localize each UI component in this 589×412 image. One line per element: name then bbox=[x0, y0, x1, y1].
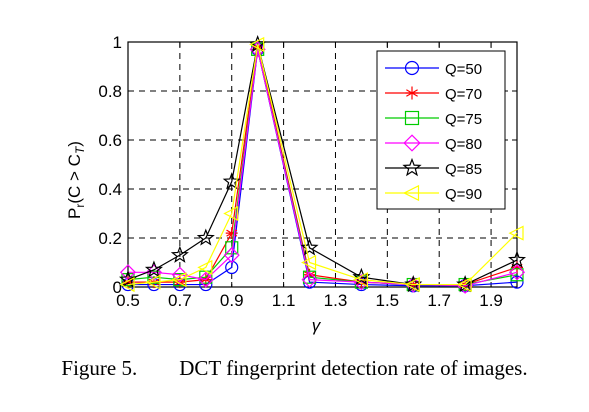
legend-label: Q=50 bbox=[445, 61, 482, 78]
data-point bbox=[508, 225, 524, 241]
data-point bbox=[456, 276, 472, 293]
legend: Q=50 Q=70 Q=75 Q=80 Q=85 Q=90 bbox=[376, 50, 506, 210]
legend-box bbox=[376, 50, 506, 210]
x-tick-label: 0.7 bbox=[168, 291, 192, 310]
data-point bbox=[225, 260, 239, 274]
legend-entry: Q=85 bbox=[385, 157, 482, 178]
x-tick-label: 1.7 bbox=[427, 291, 451, 310]
legend-marker bbox=[403, 134, 421, 152]
data-point bbox=[119, 276, 135, 293]
data-point bbox=[118, 270, 138, 288]
axes-layer: 0.5 0.7 0.9 1.1 1.3 1.5 1.7 1.9 0 0.2 0.4 0.6 0.8 1 bbox=[98, 33, 518, 310]
x-tick-label: 1.3 bbox=[324, 291, 348, 310]
data-point bbox=[302, 270, 317, 284]
data-point bbox=[223, 205, 239, 222]
legend-entry: Q=75 bbox=[385, 110, 482, 128]
data-point bbox=[170, 245, 189, 263]
legend-entry: Q=70 bbox=[385, 86, 482, 103]
legend-label: Q=70 bbox=[445, 86, 482, 103]
figure-caption: Figure 5. DCT fingerprint detection rate… bbox=[0, 356, 589, 381]
data-point bbox=[508, 264, 526, 281]
data-point bbox=[301, 271, 318, 288]
legend-marker bbox=[404, 110, 420, 126]
y-tick-label: 1 bbox=[113, 33, 122, 52]
data-point bbox=[249, 41, 266, 58]
data-point bbox=[404, 276, 420, 293]
series-q-90 bbox=[119, 36, 524, 293]
data-point bbox=[249, 36, 265, 53]
data-point bbox=[225, 227, 238, 240]
legend-label: Q=90 bbox=[445, 186, 482, 203]
caption-text: DCT fingerprint detection rate of images… bbox=[179, 356, 528, 380]
data-point bbox=[300, 254, 317, 271]
detection-rate-chart: 0.5 0.7 0.9 1.1 1.3 1.5 1.7 1.9 0 0.2 0.4 0.6 0.8 1 Q… bbox=[65, 33, 527, 335]
data-point bbox=[507, 250, 527, 268]
legend-marker bbox=[405, 86, 419, 100]
data-point bbox=[196, 228, 215, 246]
legend-label: Q=80 bbox=[445, 136, 482, 153]
y-tick-label: 0.6 bbox=[98, 131, 122, 150]
data-point bbox=[144, 260, 163, 278]
x-tick-label: 0.9 bbox=[220, 291, 244, 310]
y-tick-label: 0.2 bbox=[98, 229, 122, 248]
legend-marker bbox=[404, 60, 420, 76]
data-point bbox=[122, 276, 134, 289]
legend-label: Q=75 bbox=[445, 111, 482, 128]
data-point bbox=[300, 238, 319, 256]
x-tick-label: 1.5 bbox=[376, 291, 400, 310]
y-axis-label: Pr(C > CT) bbox=[65, 141, 87, 219]
data-point bbox=[510, 275, 524, 289]
plot-frame bbox=[127, 41, 518, 288]
data-point bbox=[223, 247, 240, 264]
y-tick-label: 0.4 bbox=[98, 180, 122, 199]
legend-marker bbox=[402, 184, 420, 202]
legend-label: Q=85 bbox=[445, 161, 482, 178]
data-point bbox=[511, 261, 523, 274]
series-line bbox=[127, 44, 518, 286]
x-tick-label: 1.9 bbox=[479, 291, 503, 310]
data-point bbox=[352, 272, 368, 288]
legend-entry: Q=90 bbox=[385, 184, 482, 203]
data-point bbox=[197, 259, 213, 275]
data-point bbox=[171, 272, 187, 288]
legend-entry: Q=50 bbox=[385, 60, 482, 78]
y-tick-label: 0 bbox=[113, 278, 122, 297]
data-point bbox=[145, 274, 161, 290]
figure-label: Figure 5. bbox=[61, 356, 138, 380]
x-axis-label: γ bbox=[312, 316, 322, 335]
x-tick-label: 0.5 bbox=[116, 291, 140, 310]
series-layer bbox=[118, 34, 527, 294]
data-point bbox=[171, 266, 188, 283]
y-tick-label: 0.8 bbox=[98, 82, 122, 101]
legend-entry: Q=80 bbox=[385, 134, 482, 153]
data-point bbox=[197, 271, 214, 288]
x-tick-label: 1.1 bbox=[272, 291, 296, 310]
data-point bbox=[510, 268, 524, 282]
legend-marker bbox=[402, 157, 422, 177]
